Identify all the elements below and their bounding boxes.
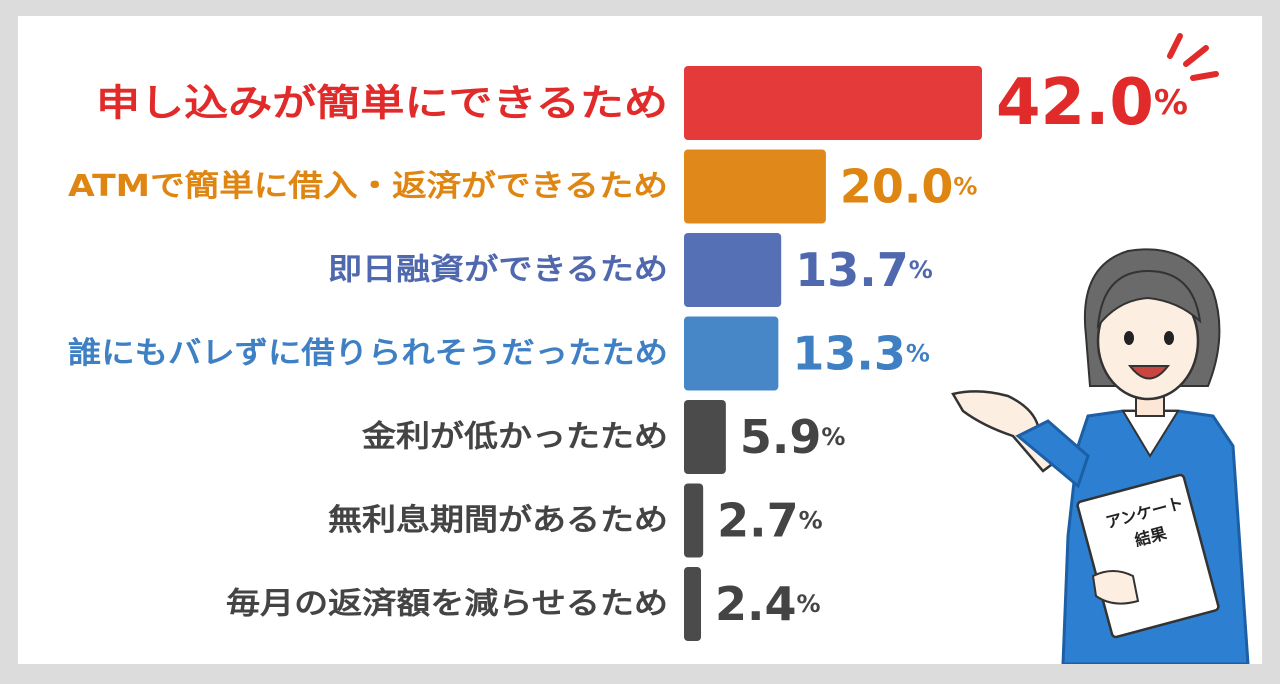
category-label: 申し込みが簡単にできるため	[96, 82, 668, 125]
bar	[684, 567, 702, 641]
value-percent: %	[909, 256, 933, 284]
value-label: 2.7%	[717, 494, 823, 548]
value-number: 13.7	[795, 243, 909, 297]
value-label: 5.9%	[740, 410, 846, 464]
bar	[684, 316, 779, 391]
value-label: 13.3%	[792, 327, 930, 381]
value-percent: %	[799, 507, 823, 535]
category-label: 無利息期間があるため	[328, 503, 668, 538]
bar	[684, 400, 726, 474]
bar	[684, 66, 982, 140]
value-label: 13.7%	[795, 243, 933, 297]
value-percent: %	[821, 423, 845, 451]
value-number: 2.4	[715, 577, 797, 631]
bar	[684, 149, 826, 224]
value-number: 13.3	[792, 327, 906, 381]
businesswoman-presenting-icon: アンケート 結果	[951, 33, 1250, 664]
category-label: 即日融資ができるため	[328, 253, 668, 288]
value-number: 42.0	[996, 66, 1154, 140]
bar-chart: 申し込みが簡単にできるため 42.0% ATMで簡単に借入・返済ができるため 20.0…	[68, 66, 1188, 641]
value-number: 2.7	[717, 494, 799, 548]
value-percent: %	[1154, 83, 1188, 123]
value-percent: %	[906, 340, 930, 368]
bar	[684, 483, 704, 558]
category-label: 毎月の返済額を減らせるため	[226, 587, 668, 622]
value-label: 2.4%	[715, 577, 821, 631]
value-percent: %	[797, 590, 821, 618]
category-label: 誰にもバレずに借りられそうだったため	[68, 336, 668, 371]
category-label: ATMで簡単に借入・返済ができるため	[68, 169, 668, 204]
value-number: 20.0	[840, 160, 954, 214]
value-number: 5.9	[740, 410, 822, 464]
value-label: 20.0%	[840, 160, 978, 214]
value-label: 42.0%	[996, 66, 1188, 140]
value-percent: %	[953, 173, 977, 201]
chart-card: 申し込みが簡単にできるため 42.0% ATMで簡単に借入・返済ができるため 20.0…	[18, 16, 1262, 664]
category-label: 金利が低かったため	[361, 420, 668, 455]
bar	[684, 233, 782, 307]
